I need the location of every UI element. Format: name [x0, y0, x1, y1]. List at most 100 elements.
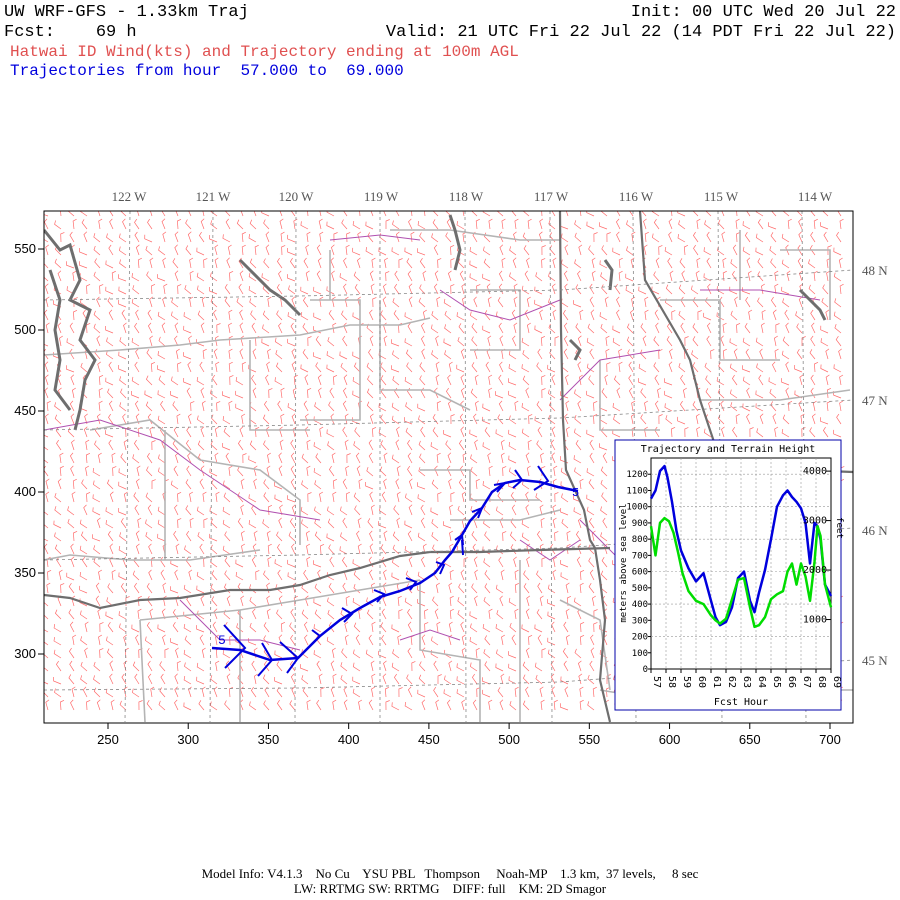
wind-barb: [550, 543, 556, 555]
wind-barb: [66, 286, 75, 295]
wind-barb: [44, 344, 49, 347]
wind-barb: [447, 400, 452, 412]
wind-barb: [514, 218, 519, 230]
wind-barb: [537, 426, 543, 438]
wind-barb: [108, 400, 114, 412]
wind-barb: [474, 569, 479, 581]
wind-barb: [521, 337, 530, 347]
wind-barb: [716, 376, 725, 386]
wind-barb: [222, 519, 231, 529]
wind-barb: [293, 374, 298, 386]
wind-barb: [573, 507, 582, 516]
wind-barb: [424, 622, 429, 633]
wind-barb: [132, 688, 140, 698]
wind-barb: [281, 245, 286, 256]
wind-barb: [435, 699, 440, 711]
inset-title: Trajectory and Terrain Height: [641, 444, 816, 455]
wind-barb: [60, 211, 62, 217]
wind-barb: [592, 595, 596, 607]
wind-barb: [353, 271, 361, 282]
wind-barb: [186, 426, 192, 438]
wind-barb: [160, 673, 166, 685]
wind-barb: [45, 322, 50, 334]
wind-barb: [112, 466, 117, 477]
wind-barb: [93, 245, 101, 256]
wind-barb: [69, 400, 75, 412]
wind-barb: [54, 258, 62, 269]
wind-barb: [484, 531, 491, 542]
wind-barb: [84, 647, 88, 659]
wind-barb: [600, 570, 608, 581]
wind-barb: [695, 270, 700, 282]
wind-barb: [565, 582, 570, 594]
wind-barb: [398, 687, 403, 698]
wind-barb: [80, 298, 88, 308]
wind-barb: [172, 401, 179, 412]
wind-barb: [658, 349, 663, 360]
wind-barb: [158, 467, 166, 477]
wind-barb: [718, 362, 725, 373]
wind-barb: [602, 452, 608, 464]
wind-barb: [109, 543, 114, 555]
wind-barb: [432, 211, 439, 217]
wind-barb: [432, 596, 439, 607]
wind-barb: [183, 312, 192, 321]
wind-barb: [203, 518, 208, 529]
wind-barb: [123, 439, 128, 451]
wind-barb: [589, 439, 595, 451]
wind-barb: [92, 534, 101, 542]
wind-barb: [456, 364, 465, 373]
wind-barb: [521, 532, 530, 542]
wind-barb: [566, 543, 571, 555]
wind-barb: [577, 660, 582, 672]
wind-barb: [482, 623, 491, 633]
wind-barb: [151, 479, 156, 489]
wind-barb: [810, 231, 816, 243]
wind-barb: [253, 211, 257, 217]
wind-barb: [755, 390, 764, 399]
wind-barb: [552, 309, 557, 321]
wind-barb: [241, 244, 246, 256]
wind-barb: [368, 452, 374, 464]
wind-barb: [420, 426, 426, 438]
wind-barb: [173, 426, 179, 438]
wind-barb: [301, 453, 309, 464]
wind-barb: [226, 257, 231, 269]
wind-barb: [631, 231, 636, 243]
wind-barb: [215, 361, 220, 373]
wind-barb: [703, 273, 712, 282]
wind-barb: [301, 519, 309, 529]
wind-barb: [359, 211, 361, 217]
wind-barb: [314, 531, 322, 542]
wind-barb: [397, 634, 402, 646]
wind-barb: [83, 426, 88, 438]
wind-barb: [835, 336, 842, 347]
wind-barb: [601, 388, 608, 399]
wind-barb: [106, 337, 114, 347]
lon-label: 114 W: [798, 189, 833, 204]
wind-barb: [251, 660, 257, 672]
wind-barb: [456, 689, 465, 698]
wind-barb: [488, 218, 493, 230]
wind-barb: [276, 609, 283, 620]
wind-barb: [280, 387, 285, 399]
wind-barb: [255, 570, 260, 581]
wind-barb: [434, 270, 439, 282]
wind-barb: [70, 465, 75, 477]
wind-barb: [391, 247, 400, 256]
wind-barb: [254, 673, 258, 685]
wind-barb: [209, 287, 218, 295]
wind-barb: [404, 338, 413, 347]
wind-barb: [514, 569, 519, 581]
wind-barb: [239, 270, 244, 282]
wind-barb: [71, 686, 76, 698]
wind-barb: [591, 257, 596, 269]
wind-barb: [274, 676, 283, 685]
trajectory-terrain-inset: Trajectory and Terrain Height 57 58 59 60 61…: [614, 439, 844, 711]
wind-barb: [434, 465, 439, 477]
wind-barb: [574, 259, 582, 269]
wind-barb: [96, 335, 101, 347]
wind-barb: [210, 518, 218, 529]
wind-barb: [550, 673, 556, 685]
wind-barb: [277, 569, 283, 581]
